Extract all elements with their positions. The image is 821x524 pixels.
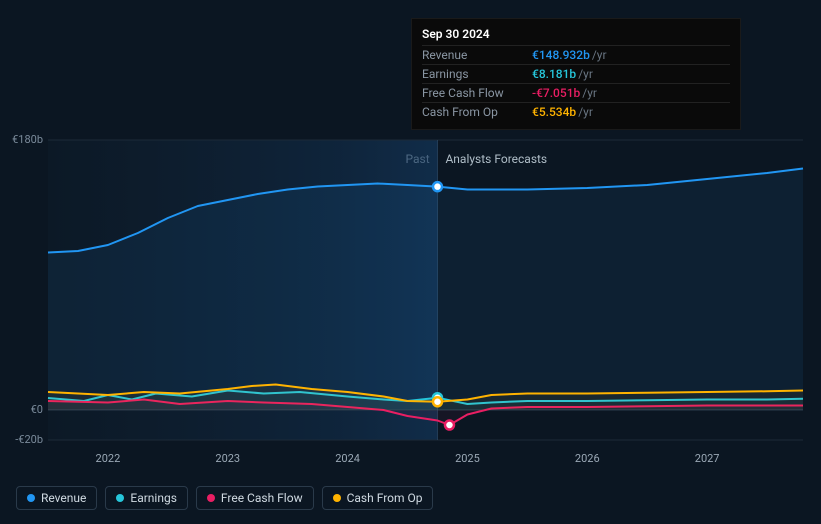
legend-label: Cash From Op xyxy=(347,491,423,505)
x-tick-label: 2025 xyxy=(455,452,480,465)
hover-tooltip: Sep 30 2024 Revenue€148.932b /yrEarnings… xyxy=(411,18,741,130)
x-tick-label: 2022 xyxy=(96,452,121,465)
legend-label: Earnings xyxy=(130,491,177,505)
tooltip-row-label: Earnings xyxy=(422,67,532,81)
tooltip-row-unit: /yr xyxy=(578,105,593,119)
legend-dot-icon xyxy=(27,494,35,502)
legend-dot-icon xyxy=(207,494,215,502)
x-tick-label: 2024 xyxy=(335,452,360,465)
y-tick-label: -€20b xyxy=(15,433,43,446)
tooltip-row: Earnings€8.181b /yr xyxy=(422,64,730,83)
tooltip-row-label: Cash From Op xyxy=(422,105,532,119)
tooltip-row-value: -€7.051b xyxy=(532,86,580,100)
tooltip-row-label: Free Cash Flow xyxy=(422,86,532,100)
legend-item-revenue[interactable]: Revenue xyxy=(16,486,97,510)
chart-plot-area[interactable] xyxy=(48,140,803,440)
legend-dot-icon xyxy=(333,494,341,502)
tooltip-row-value: €5.534b xyxy=(532,105,576,119)
x-tick-label: 2026 xyxy=(575,452,600,465)
tooltip-row: Revenue€148.932b /yr xyxy=(422,45,730,64)
chart-svg xyxy=(48,140,803,440)
legend-dot-icon xyxy=(116,494,124,502)
legend-item-earnings[interactable]: Earnings xyxy=(105,486,188,510)
tooltip-row-unit: /yr xyxy=(582,86,597,100)
tooltip-title: Sep 30 2024 xyxy=(422,27,730,41)
tooltip-row: Free Cash Flow-€7.051b /yr xyxy=(422,83,730,102)
tooltip-row-value: €8.181b xyxy=(532,67,576,81)
tooltip-row-value: €148.932b xyxy=(532,48,590,62)
tooltip-row-label: Revenue xyxy=(422,48,532,62)
legend-label: Free Cash Flow xyxy=(221,491,303,505)
tooltip-row-unit: /yr xyxy=(592,48,607,62)
tooltip-row-unit: /yr xyxy=(578,67,593,81)
y-tick-label: €0 xyxy=(31,403,43,416)
legend-label: Revenue xyxy=(41,491,86,505)
legend: Revenue Earnings Free Cash Flow Cash From O… xyxy=(16,486,433,510)
legend-item-cfo[interactable]: Cash From Op xyxy=(322,486,434,510)
x-tick-label: 2023 xyxy=(215,452,240,465)
y-tick-label: €180b xyxy=(12,133,43,146)
x-tick-label: 2027 xyxy=(695,452,720,465)
tooltip-row: Cash From Op€5.534b /yr xyxy=(422,102,730,121)
legend-item-fcf[interactable]: Free Cash Flow xyxy=(196,486,314,510)
